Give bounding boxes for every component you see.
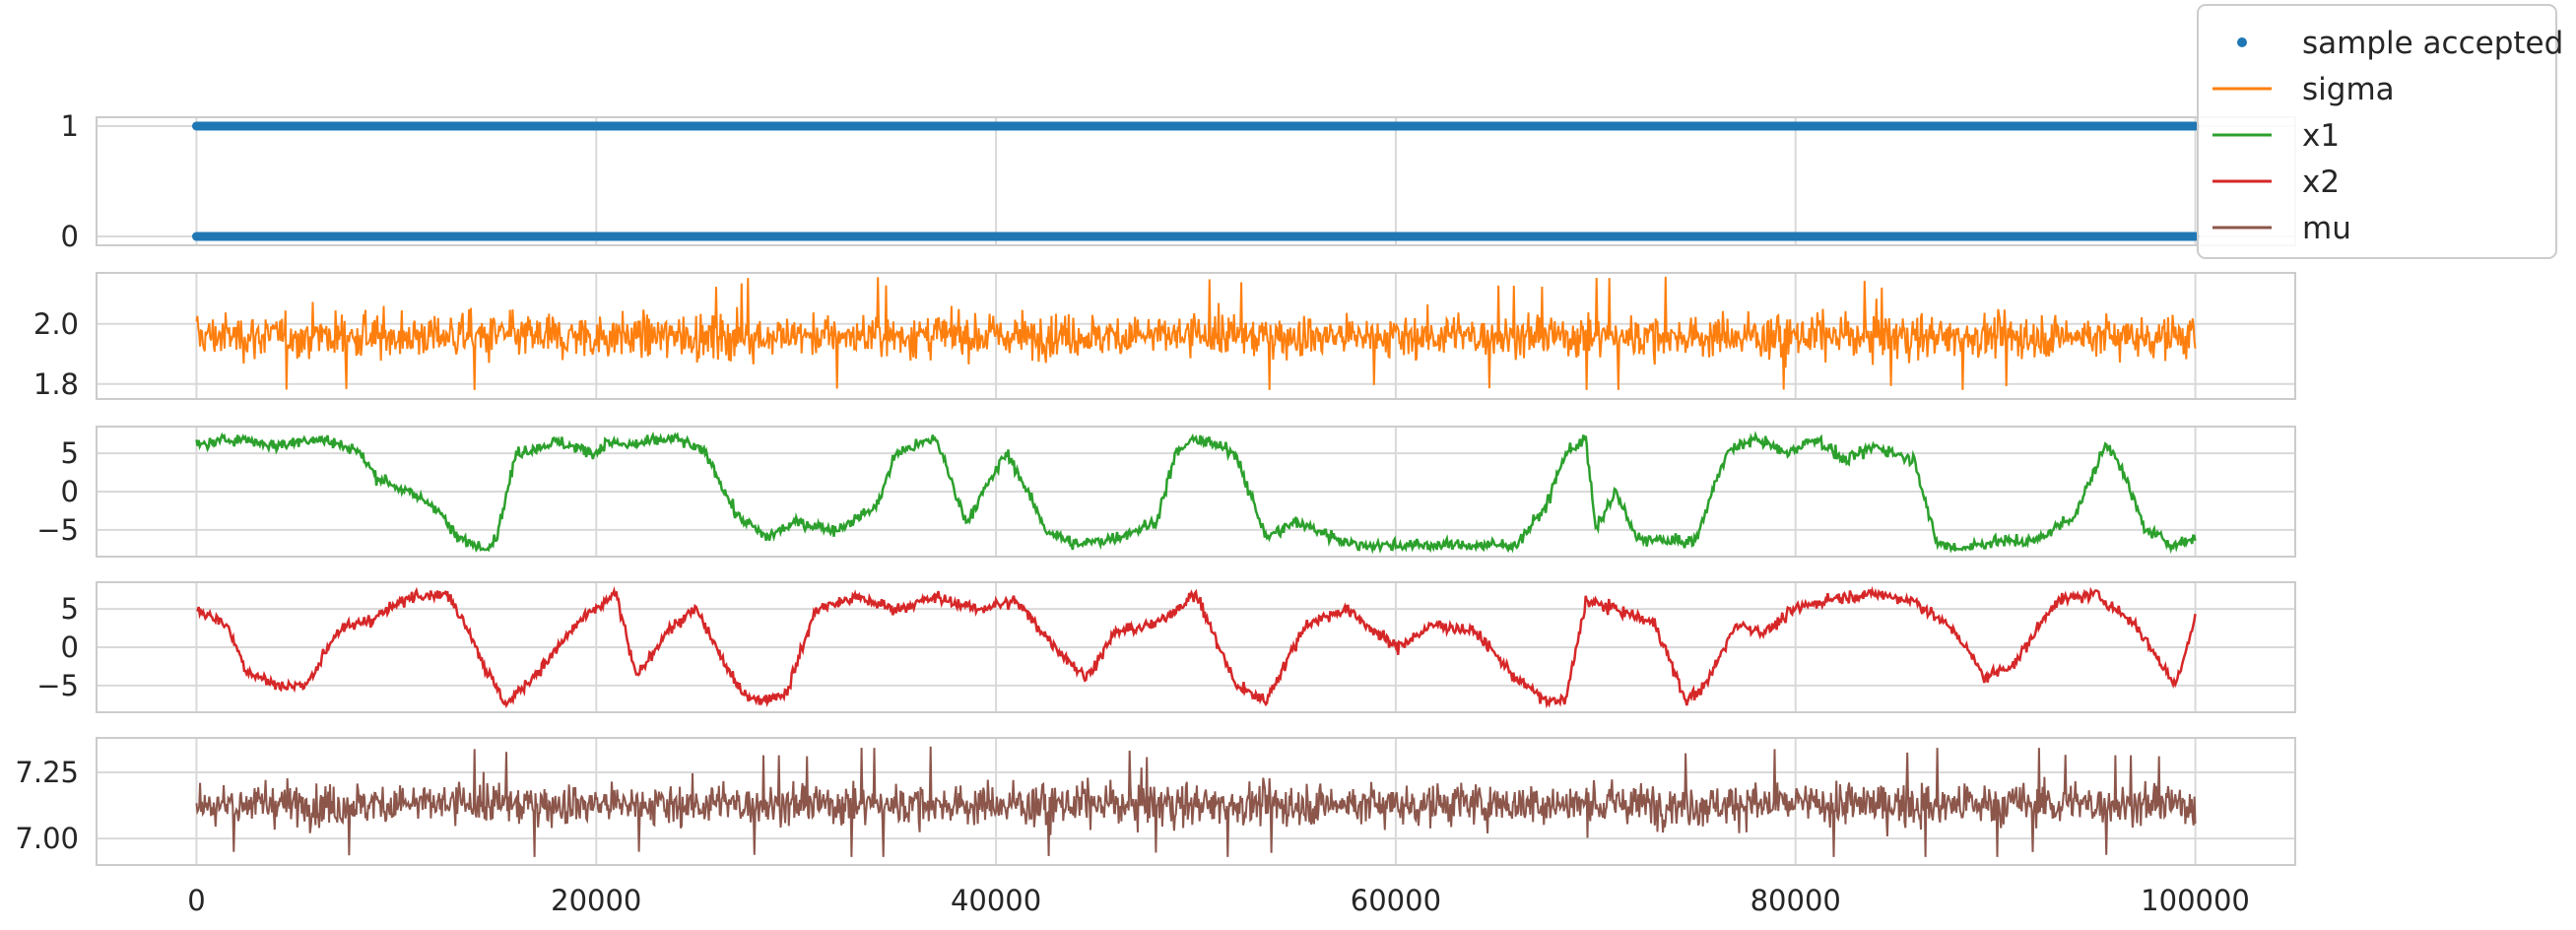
- legend-marker-point: [2237, 37, 2247, 47]
- y-tick-label: 0: [61, 631, 79, 664]
- x-tick-label: 100000: [2141, 884, 2250, 917]
- y-tick-label: −5: [36, 669, 79, 702]
- y-tick-label: 1: [61, 109, 79, 143]
- panel-frame: [96, 581, 2296, 713]
- panel-x2: 5 0 −5: [36, 581, 2296, 713]
- panel-x1: 5 0 −5: [36, 426, 2296, 558]
- legend-box: [2197, 4, 2557, 259]
- y-tick-label: 2.0: [33, 307, 79, 341]
- legend-label: x1: [2302, 118, 2340, 154]
- series-line-x1: [195, 431, 2197, 555]
- series-line-x2: [196, 585, 2197, 709]
- y-tick-label: 1.8: [33, 367, 79, 401]
- panel-mu: 7.00 7.25: [15, 737, 2296, 866]
- y-tick-label: 0: [61, 220, 79, 253]
- legend-label: mu: [2302, 211, 2351, 246]
- x-tick-label: 0: [187, 884, 205, 917]
- legend-label: sample accepted: [2302, 26, 2563, 61]
- x-tick-label: 80000: [1750, 884, 1841, 917]
- y-tick-label: 7.00: [15, 822, 79, 855]
- panel-sample-accepted: 01: [61, 109, 2296, 253]
- y-tick-label: −5: [36, 513, 79, 547]
- y-tick-label: 5: [61, 592, 79, 626]
- series-line-mu: [195, 746, 2197, 857]
- series-line-sigma: [195, 276, 2197, 390]
- y-tick-label: 0: [61, 475, 79, 508]
- panel-frame: [96, 426, 2296, 558]
- y-tick-label: 5: [61, 436, 79, 470]
- panel-frame: [96, 272, 2296, 400]
- y-tick-label: 7.25: [15, 756, 79, 789]
- legend: sample accepted sigma x1 x2 mu: [2197, 4, 2563, 259]
- x-tick-label: 60000: [1351, 884, 1441, 917]
- panel-sigma: 1.8 2.0: [33, 272, 2296, 401]
- panel-frame: [96, 737, 2296, 866]
- legend-label: sigma: [2302, 72, 2395, 107]
- legend-label: x2: [2302, 165, 2340, 200]
- panel-frame: [96, 116, 2296, 246]
- x-tick-label: 40000: [951, 884, 1041, 917]
- x-tick-label: 20000: [551, 884, 641, 917]
